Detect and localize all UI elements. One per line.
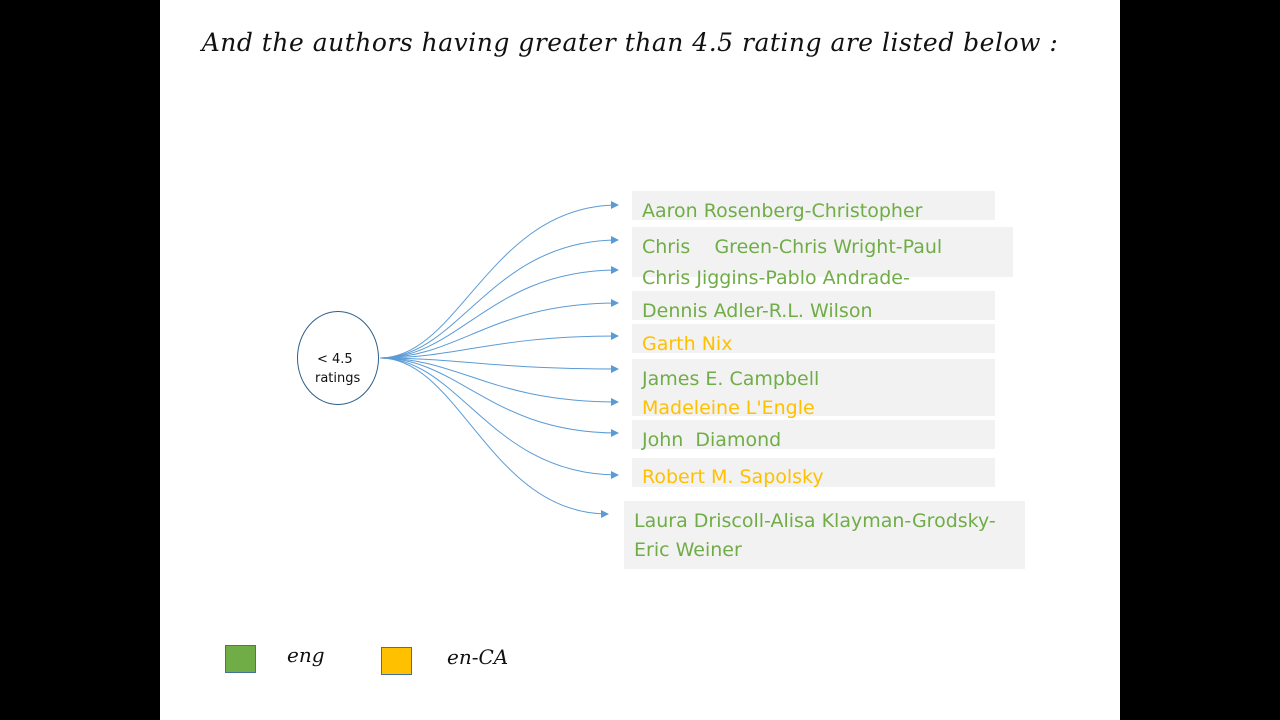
author-label: John Diamond [642, 429, 782, 451]
ratings-node-label: < 4.5 ratings [297, 350, 379, 388]
author-label: Aaron Rosenberg-Christopher [642, 200, 923, 222]
author-box [632, 291, 995, 320]
author-box [632, 359, 995, 416]
connector-arrow [379, 299, 619, 359]
author-box [632, 227, 1013, 277]
connector-lines [379, 201, 619, 518]
author-box [632, 420, 995, 449]
author-box [632, 458, 995, 487]
author-label: Laura Driscoll-Alisa Klayman-Grodsky- [634, 510, 996, 532]
connector-arrow [379, 357, 619, 437]
author-label: Dennis Adler-R.L. Wilson [642, 300, 873, 322]
author-label: James E. Campbell [642, 368, 820, 390]
legend-label-en-ca: en-CA [447, 645, 509, 669]
legend-label-eng: eng [287, 643, 325, 667]
author-label: Eric Weiner [634, 539, 742, 561]
connector-arrow [379, 332, 619, 359]
author-label: Madeleine L'Engle [642, 397, 815, 419]
author-label: Chris Green-Chris Wright-Paul [642, 236, 943, 258]
legend-swatch-eng [225, 645, 256, 673]
connector-arrow [379, 201, 619, 359]
connector-arrow [379, 357, 619, 479]
slide-title: And the authors having greater than 4.5 … [201, 28, 1059, 57]
ratings-node-line1: < 4.5 [317, 352, 353, 367]
author-box [632, 324, 995, 353]
connector-arrow [379, 357, 619, 406]
connector-arrow [379, 357, 609, 518]
connector-arrow [379, 266, 619, 359]
connector-arrow [379, 357, 619, 373]
author-label: Chris Jiggins-Pablo Andrade- [642, 267, 910, 289]
ratings-node-line2: ratings [315, 371, 361, 386]
ratings-node [297, 311, 379, 405]
author-label: Robert M. Sapolsky [642, 466, 824, 488]
author-box [632, 191, 995, 220]
author-label: Garth Nix [642, 333, 733, 355]
connector-arrow [379, 236, 619, 359]
legend-swatch-en-ca [381, 647, 412, 675]
author-box [624, 501, 1025, 569]
slide: And the authors having greater than 4.5 … [160, 0, 1120, 720]
